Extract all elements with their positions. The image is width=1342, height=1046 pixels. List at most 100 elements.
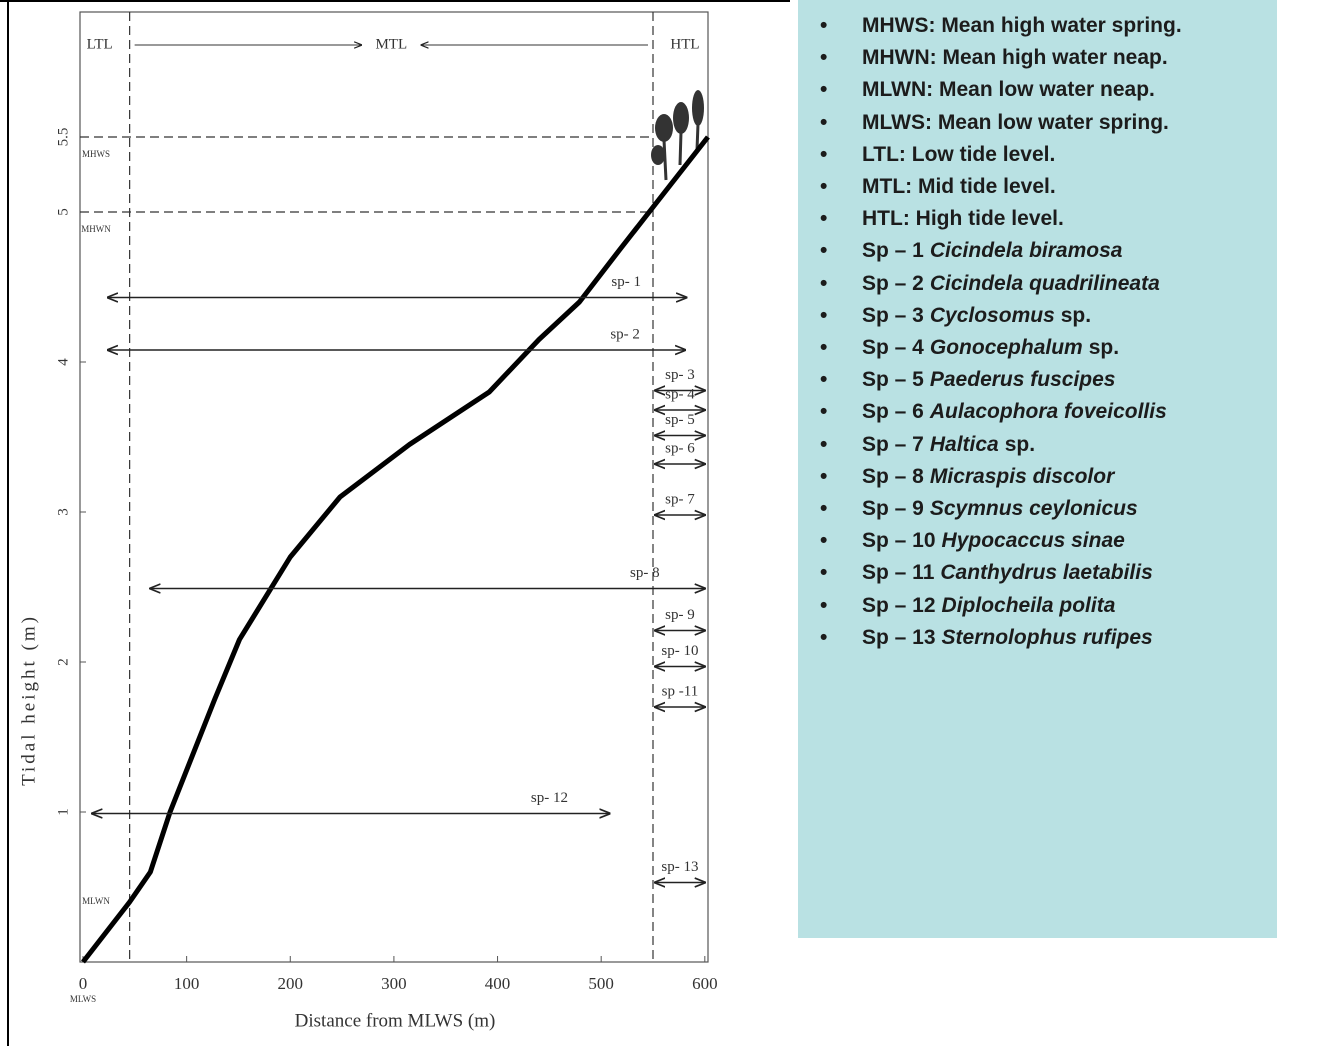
key-name: Scymnus ceylonicus <box>929 497 1138 520</box>
key-text: Sp – 7 Haltica sp. <box>862 433 1035 457</box>
key-name: Cicindela quadrilineata <box>929 271 1160 295</box>
bullet: • <box>820 142 828 166</box>
bullet: • <box>820 78 828 102</box>
key-name: Cyclosomus <box>929 303 1055 327</box>
key-text: Sp – 3 Cyclosomus sp. <box>862 304 1091 328</box>
key-prefix: MLWS: Mean low water spring. <box>862 110 1169 134</box>
species-label: sp- 3 <box>665 367 695 383</box>
key-prefix: Sp – 9 <box>862 497 924 520</box>
bullet: • <box>820 497 828 520</box>
key-prefix: HTL: High tide level. <box>862 207 1064 231</box>
key-box: • MHWS: Mean high water spring. • MHWN: Mea… <box>798 0 1277 938</box>
y-axis-label: Tidal height (m) <box>18 614 39 786</box>
level-label: MLWN <box>82 896 110 906</box>
bullet: • <box>820 593 828 617</box>
key-text: HTL: High tide level. <box>862 207 1064 231</box>
bullet: • <box>820 336 828 359</box>
species-label: sp- 8 <box>630 565 660 581</box>
key-prefix: MLWN: Mean low water neap. <box>862 78 1155 102</box>
key-text: Sp – 12 Diplocheila polita <box>862 594 1115 618</box>
key-prefix: Sp – 7 <box>862 432 924 456</box>
boundary-label: HTL <box>670 36 699 52</box>
x-tick-label: 0 <box>79 974 88 993</box>
y-tick-label: 5.5 <box>55 128 71 147</box>
key-prefix: Sp – 3 <box>862 303 924 327</box>
bullet: • <box>820 303 828 327</box>
key-text: Sp – 4 Gonocephalum sp. <box>862 336 1119 360</box>
key-name: Haltica <box>929 432 999 456</box>
key-name: Micraspis discolor <box>929 464 1115 488</box>
key-name: Canthydrus laetabilis <box>940 561 1153 585</box>
key-prefix: Sp – 4 <box>862 336 924 359</box>
bullet: • <box>820 529 828 553</box>
bullet: • <box>820 625 828 649</box>
key-prefix: Sp – 2 <box>862 271 924 295</box>
species-label: sp- 5 <box>665 412 695 428</box>
y-tick-label: 4 <box>55 358 71 366</box>
bullet: • <box>820 14 828 37</box>
key-text: Sp – 2 Cicindela quadrilineata <box>862 272 1160 296</box>
bullet: • <box>820 271 828 295</box>
bullet: • <box>820 46 828 70</box>
key-prefix: MHWS: Mean high water spring. <box>862 14 1182 37</box>
x-tick-label: 500 <box>588 974 614 993</box>
mid-label: MTL <box>375 36 407 52</box>
species-label: sp- 9 <box>665 607 695 623</box>
bullet: • <box>820 464 828 488</box>
key-text: MLWN: Mean low water neap. <box>862 78 1155 102</box>
key-prefix: Sp – 1 <box>862 239 924 263</box>
bullet: • <box>820 207 828 231</box>
key-name: Sternolophus rufipes <box>941 625 1153 649</box>
x-axis-label: Distance from MLWS (m) <box>295 1010 496 1031</box>
key-prefix: Sp – 5 <box>862 368 924 392</box>
key-prefix: MTL: Mid tide level. <box>862 175 1056 198</box>
key-name: Aulacophora foveicollis <box>929 400 1167 424</box>
key-name: Cicindela biramosa <box>929 239 1123 263</box>
key-suffix: sp. <box>1060 303 1092 327</box>
species-label: sp- 10 <box>661 643 698 659</box>
key-text: Sp – 10 Hypocaccus sinae <box>862 529 1125 553</box>
y-tick-label: 3 <box>55 508 71 516</box>
key-name: Hypocaccus sinae <box>941 529 1125 553</box>
species-label: sp- 7 <box>665 491 695 507</box>
key-prefix: Sp – 6 <box>862 400 924 424</box>
key-name: Gonocephalum <box>929 336 1083 359</box>
key-text: Sp – 1 Cicindela biramosa <box>862 239 1122 263</box>
species-label: sp- 2 <box>610 326 640 342</box>
bullet: • <box>820 400 828 424</box>
tidal-profile <box>81 135 710 964</box>
bullet: • <box>820 432 828 456</box>
key-prefix: LTL: Low tide level. <box>862 142 1056 166</box>
key-prefix: Sp – 8 <box>862 464 924 488</box>
key-text: Sp – 5 Paederus fuscipes <box>862 368 1115 392</box>
species-label: sp- 6 <box>665 440 695 456</box>
bullet: • <box>820 110 828 134</box>
key-suffix: sp. <box>1088 336 1120 359</box>
species-label: sp- 1 <box>611 274 641 290</box>
key-text: Sp – 6 Aulacophora foveicollis <box>862 400 1167 424</box>
key-text: MHWN: Mean high water neap. <box>862 46 1168 70</box>
y-tick-label: 5 <box>55 208 71 216</box>
key-text: Sp – 9 Scymnus ceylonicus <box>862 497 1138 521</box>
key-prefix: MHWN: Mean high water neap. <box>862 46 1168 70</box>
key-prefix: Sp – 11 <box>862 561 935 585</box>
key-text: Sp – 13 Sternolophus rufipes <box>862 626 1153 650</box>
level-label: MHWS <box>82 149 110 159</box>
key-text: MHWS: Mean high water spring. <box>862 14 1182 38</box>
bullet: • <box>820 368 828 392</box>
level-label: MHWN <box>81 224 111 234</box>
key-suffix: sp. <box>1004 432 1036 456</box>
species-label: sp- 13 <box>661 859 698 875</box>
key-prefix: Sp – 12 <box>862 593 936 617</box>
key-prefix: Sp – 13 <box>862 625 936 649</box>
x-tick-label: 600 <box>692 974 718 993</box>
x-tick-label: 200 <box>278 974 304 993</box>
key-text: LTL: Low tide level. <box>862 143 1055 167</box>
key-name: Diplocheila polita <box>941 593 1116 617</box>
x-tick-label: 100 <box>174 974 200 993</box>
plot-frame <box>79 11 709 963</box>
y-tick-label: 2 <box>55 658 71 666</box>
key-name: Paederus fuscipes <box>929 368 1116 392</box>
key-text: Sp – 11 Canthydrus laetabilis <box>862 561 1153 585</box>
